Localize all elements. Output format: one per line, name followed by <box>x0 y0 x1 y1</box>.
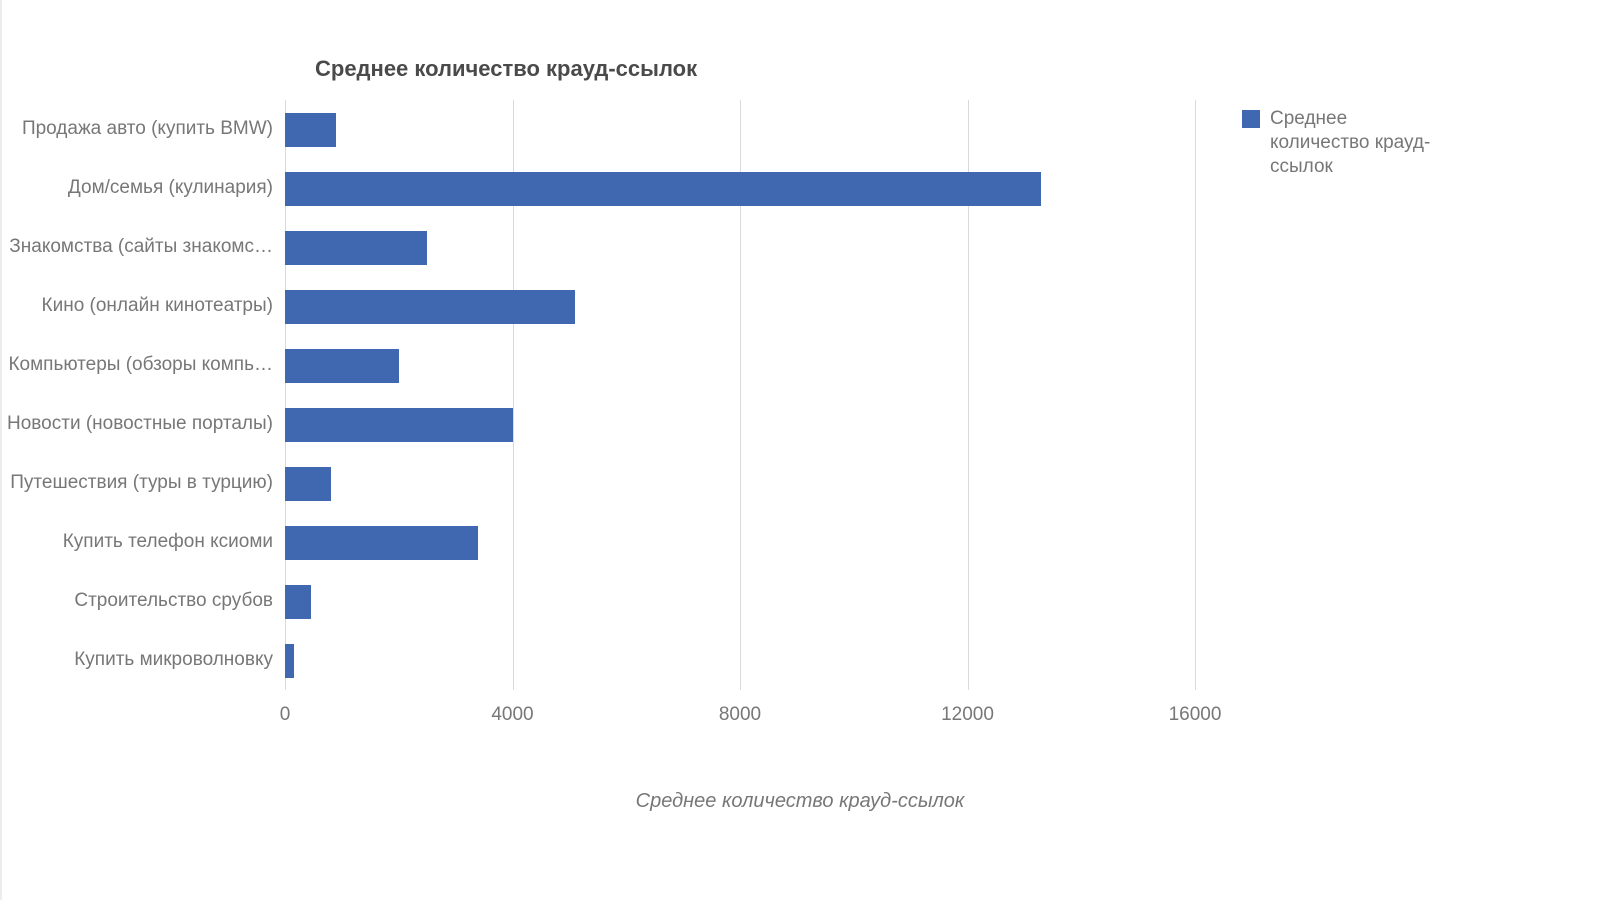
y-axis-category-label: Купить микроволновку <box>3 649 273 671</box>
x-axis-tick-label: 16000 <box>1169 704 1222 726</box>
chart-caption: Среднее количество крауд-ссылок <box>0 790 1600 813</box>
x-axis-tick-label: 8000 <box>719 704 761 726</box>
x-axis-tick-label: 12000 <box>941 704 994 726</box>
left-edge-line <box>0 0 2 900</box>
legend-label: Среднее количество крауд-ссылок <box>1270 107 1440 178</box>
y-axis-category-label: Дом/семья (кулинария) <box>3 177 273 199</box>
y-axis-category-label: Знакомства (сайты знакомс… <box>3 236 273 258</box>
y-axis-category-label: Строительство срубов <box>3 590 273 612</box>
bar <box>285 526 478 560</box>
y-axis-category-label: Купить телефон ксиоми <box>3 531 273 553</box>
y-axis-category-label: Компьютеры (обзоры компь… <box>3 354 273 376</box>
chart-container: Среднее количество крауд-ссылок 04000800… <box>0 0 1600 900</box>
bar <box>285 290 575 324</box>
bar <box>285 408 513 442</box>
chart-legend: Среднее количество крауд-ссылок <box>1242 107 1440 178</box>
bar <box>285 231 427 265</box>
chart-title: Среднее количество крауд-ссылок <box>315 56 697 82</box>
x-axis-tick-label: 0 <box>280 704 291 726</box>
y-axis-category-label: Продажа авто (купить BMW) <box>3 118 273 140</box>
bar <box>285 172 1041 206</box>
bar <box>285 113 336 147</box>
x-axis-tick-label: 4000 <box>491 704 533 726</box>
bar <box>285 644 294 678</box>
gridline <box>1195 100 1196 690</box>
bar <box>285 467 331 501</box>
y-axis-category-label: Кино (онлайн кинотеатры) <box>3 295 273 317</box>
y-axis-category-label: Путешествия (туры в турцию) <box>3 472 273 494</box>
chart-plot-area: 0400080001200016000Продажа авто (купить … <box>285 100 1195 690</box>
bar <box>285 349 399 383</box>
legend-swatch <box>1242 110 1260 128</box>
y-axis-category-label: Новости (новостные порталы) <box>3 413 273 435</box>
bar <box>285 585 311 619</box>
